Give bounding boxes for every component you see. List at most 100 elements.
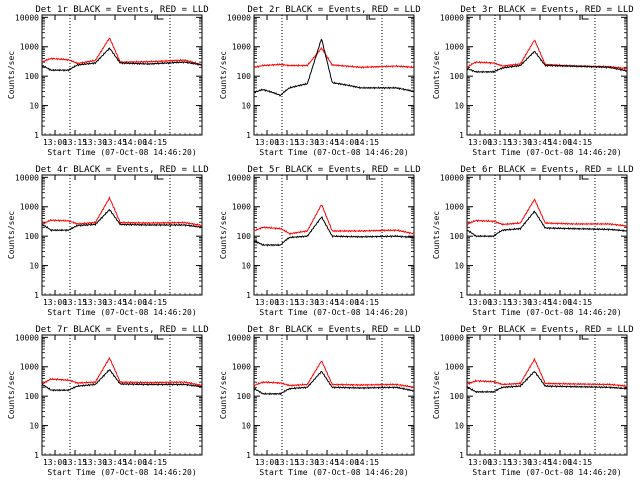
- interval-marker: [581, 15, 589, 20]
- interval-marker: [581, 175, 589, 180]
- lld-series-line: [41, 37, 203, 67]
- x-tick-label: 14:00: [548, 138, 572, 147]
- x-tick-label: 13:30: [508, 138, 532, 147]
- chart-panel-3: Det 3r BLACK = Events, RED = LLD 1 10 100 10…: [432, 5, 634, 157]
- y-axis-label: Counts/sec: [432, 371, 441, 419]
- y-tick-label: 100: [237, 232, 252, 241]
- chart-panel-4: Det 4r BLACK = Events, RED = LLD 1 10 100 10…: [7, 165, 209, 317]
- x-tick-label: 13:45: [528, 458, 552, 467]
- interval-marker: [156, 335, 164, 340]
- x-tick-label: 14:15: [568, 458, 592, 467]
- y-tick-label: 10000: [15, 173, 39, 182]
- y-axis-label: Counts/sec: [7, 51, 16, 99]
- x-tick-label: 13:30: [295, 458, 319, 467]
- x-tick-label: 13:45: [103, 298, 127, 307]
- x-tick-label: 14:15: [143, 138, 167, 147]
- y-tick-label: 1: [459, 291, 464, 300]
- y-axis-label: Counts/sec: [219, 51, 228, 99]
- y-tick-label: 1: [246, 131, 251, 140]
- y-tick-label: 100: [25, 232, 40, 241]
- plot-frame: [253, 14, 415, 136]
- lld-series-line: [253, 360, 415, 389]
- chart-panel-5: Det 5r BLACK = Events, RED = LLD 1 10 100 10…: [219, 165, 421, 317]
- x-tick-label: 14:15: [568, 138, 592, 147]
- plot-frame: [41, 174, 203, 296]
- chart-title: Det 4r BLACK = Events, RED = LLD: [35, 165, 208, 175]
- plot-frame: [41, 334, 203, 456]
- x-tick-label: 14:15: [143, 458, 167, 467]
- x-tick-label: 14:00: [548, 298, 572, 307]
- x-tick-label: 13:30: [295, 298, 319, 307]
- events-series-line: [41, 369, 203, 392]
- x-tick-label: 13:00: [255, 138, 279, 147]
- y-tick-label: 1: [34, 451, 39, 460]
- chart-title: Det 7r BLACK = Events, RED = LLD: [35, 325, 208, 335]
- y-tick-label: 1000: [445, 363, 464, 372]
- x-tick-label: 14:15: [355, 298, 379, 307]
- y-tick-label: 10: [241, 422, 251, 431]
- y-tick-label: 1: [459, 451, 464, 460]
- x-axis-label: Start Time (07-Oct-08 14:46:20): [472, 468, 621, 477]
- x-tick-label: 13:30: [83, 298, 107, 307]
- chart-panel-9: Det 9r BLACK = Events, RED = LLD 1 10 100 10…: [432, 325, 634, 477]
- chart-panel-1: Det 1r BLACK = Events, RED = LLD 1 10 100 10…: [7, 5, 209, 157]
- x-tick-label: 13:30: [508, 458, 532, 467]
- chart-panel-7: Det 7r BLACK = Events, RED = LLD 1 10 100 10…: [7, 325, 209, 477]
- y-tick-label: 10000: [15, 333, 39, 342]
- interval-marker: [368, 335, 376, 340]
- x-tick-label: 13:30: [295, 138, 319, 147]
- y-tick-label: 10: [29, 262, 39, 271]
- x-tick-label: 13:45: [528, 138, 552, 147]
- x-tick-label: 13:30: [83, 458, 107, 467]
- x-tick-label: 14:00: [548, 458, 572, 467]
- y-tick-label: 10000: [227, 173, 251, 182]
- chart-title: Det 2r BLACK = Events, RED = LLD: [247, 5, 420, 15]
- y-tick-label: 10000: [440, 173, 464, 182]
- y-axis-label: Counts/sec: [219, 371, 228, 419]
- chart-title: Det 9r BLACK = Events, RED = LLD: [460, 325, 633, 335]
- y-tick-label: 1000: [232, 363, 251, 372]
- x-axis-label: Start Time (07-Oct-08 14:46:20): [472, 148, 621, 157]
- events-series-line: [253, 216, 415, 247]
- y-axis-label: Counts/sec: [432, 211, 441, 259]
- x-tick-label: 13:15: [488, 138, 512, 147]
- y-tick-label: 100: [237, 392, 252, 401]
- plot-frame: [253, 334, 415, 456]
- y-tick-label: 100: [25, 392, 40, 401]
- y-tick-label: 100: [450, 232, 465, 241]
- plot-frame: [253, 174, 415, 296]
- x-tick-label: 13:15: [63, 298, 87, 307]
- y-axis-label: Counts/sec: [7, 211, 16, 259]
- chart-title: Det 8r BLACK = Events, RED = LLD: [247, 325, 420, 335]
- x-tick-label: 13:45: [315, 298, 339, 307]
- x-tick-label: 13:00: [255, 298, 279, 307]
- events-series-line: [466, 210, 628, 238]
- x-tick-label: 14:15: [355, 458, 379, 467]
- x-tick-label: 13:00: [43, 138, 67, 147]
- y-tick-label: 10: [29, 422, 39, 431]
- events-series-line: [253, 38, 415, 97]
- x-tick-label: 13:00: [468, 458, 492, 467]
- y-tick-label: 1: [34, 131, 39, 140]
- y-tick-label: 1000: [20, 203, 39, 212]
- y-tick-label: 1: [459, 131, 464, 140]
- interval-marker: [368, 15, 376, 20]
- x-axis-label: Start Time (07-Oct-08 14:46:20): [259, 468, 408, 477]
- x-tick-label: 13:45: [315, 458, 339, 467]
- interval-marker: [368, 175, 376, 180]
- y-tick-label: 1000: [232, 203, 251, 212]
- y-tick-label: 1: [246, 291, 251, 300]
- x-tick-label: 13:00: [255, 458, 279, 467]
- x-tick-label: 14:00: [123, 458, 147, 467]
- y-tick-label: 1000: [232, 43, 251, 52]
- lld-series-line: [466, 357, 628, 387]
- x-tick-label: 13:15: [63, 458, 87, 467]
- x-axis-label: Start Time (07-Oct-08 14:46:20): [47, 308, 196, 317]
- x-tick-label: 13:15: [63, 138, 87, 147]
- plot-frame: [466, 334, 628, 456]
- plot-frame: [466, 174, 628, 296]
- events-series-line: [41, 208, 203, 232]
- x-axis-label: Start Time (07-Oct-08 14:46:20): [259, 308, 408, 317]
- interval-marker: [156, 175, 164, 180]
- chart-panel-8: Det 8r BLACK = Events, RED = LLD 1 10 100 10…: [219, 325, 421, 477]
